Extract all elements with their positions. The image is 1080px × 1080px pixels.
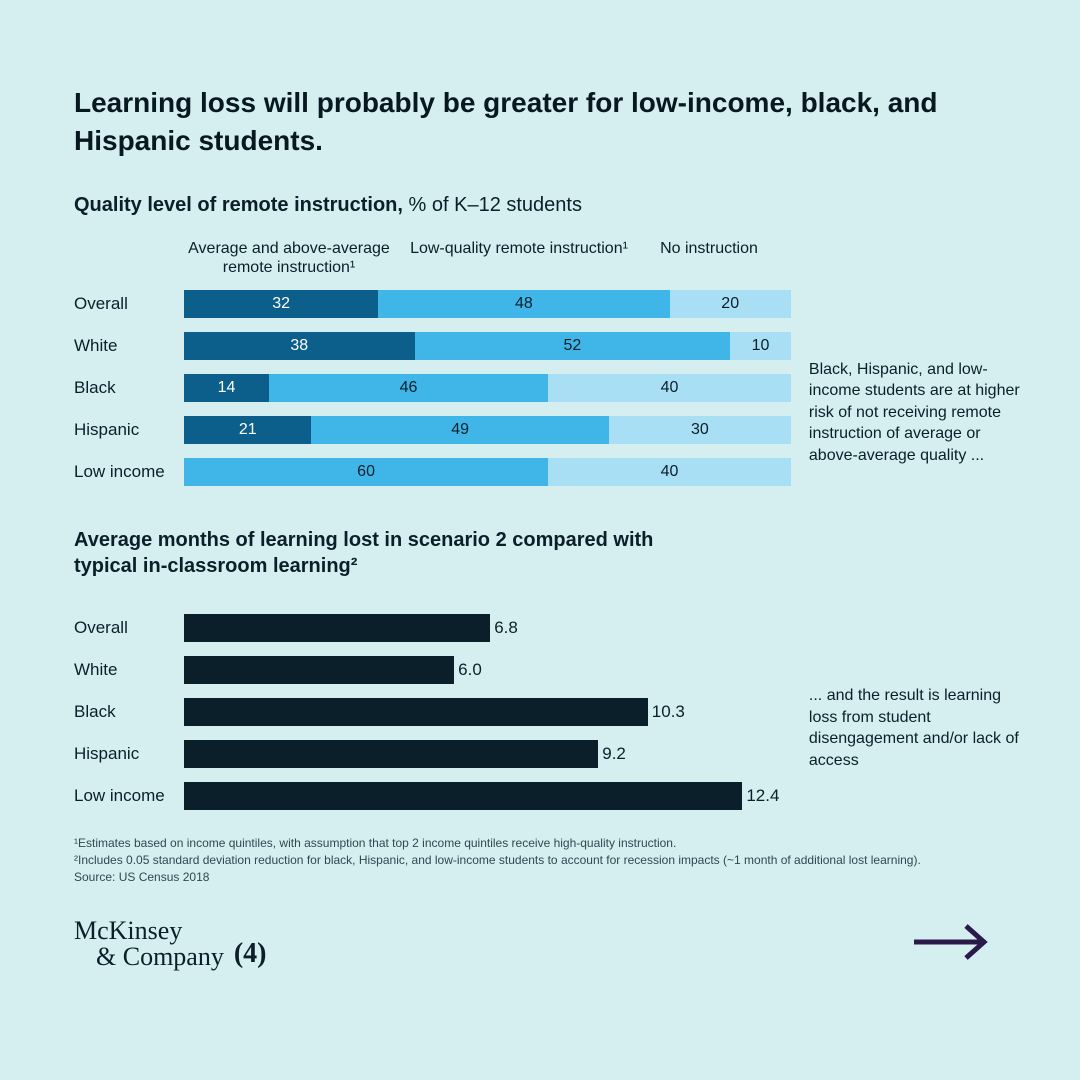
bar-stack: 385210 xyxy=(184,332,791,360)
bar-track: 6.8 xyxy=(184,614,791,642)
stacked-row: Low income6040 xyxy=(74,451,791,493)
bar-segment: 40 xyxy=(548,374,791,402)
brand-line1: McKinsey xyxy=(74,918,224,944)
bar-value: 9.2 xyxy=(602,744,648,764)
chart2-annotation: ... and the result is learning loss from… xyxy=(791,685,1020,771)
bar: 6.0 xyxy=(184,656,454,684)
bar-row: White6.0 xyxy=(74,649,791,691)
bar-segment: 52 xyxy=(415,332,731,360)
legend-item-2: Low-quality remote instruction¹ xyxy=(394,239,644,277)
row-label: Black xyxy=(74,702,184,722)
bar-segment: 49 xyxy=(311,416,608,444)
bar-value: 6.8 xyxy=(494,618,540,638)
brand-line2: & Company xyxy=(74,944,224,970)
bar: 10.3 xyxy=(184,698,648,726)
stacked-row: Hispanic214930 xyxy=(74,409,791,451)
bar-row: Hispanic9.2 xyxy=(74,733,791,775)
chart1-subtitle-rest: % of K–12 students xyxy=(403,194,582,216)
bar-stack: 324820 xyxy=(184,290,791,318)
bar-track: 12.4 xyxy=(184,782,791,810)
legend-item-3: No instruction xyxy=(644,239,774,277)
row-label: Black xyxy=(74,378,184,398)
chart1-wrap: Average and above-average remote instruc… xyxy=(74,239,1020,493)
bar-stack: 6040 xyxy=(184,458,791,486)
bar-segment: 30 xyxy=(609,416,791,444)
bar-segment: 20 xyxy=(670,290,791,318)
brand-text: McKinsey & Company xyxy=(74,918,224,970)
row-label: White xyxy=(74,336,184,356)
bar: 9.2 xyxy=(184,740,598,768)
row-label: Hispanic xyxy=(74,420,184,440)
bar-segment: 32 xyxy=(184,290,378,318)
chart2: Overall6.8White6.0Black10.3Hispanic9.2Lo… xyxy=(74,607,791,817)
stacked-row: White385210 xyxy=(74,325,791,367)
bar-row: Overall6.8 xyxy=(74,607,791,649)
bar-value: 12.4 xyxy=(746,786,792,806)
bar-value: 6.0 xyxy=(458,660,504,680)
brand: McKinsey & Company (4) xyxy=(74,918,267,970)
footer: McKinsey & Company (4) xyxy=(74,913,1020,975)
chart1: Average and above-average remote instruc… xyxy=(74,239,791,493)
bar-segment: 40 xyxy=(548,458,791,486)
legend-item-1: Average and above-average remote instruc… xyxy=(184,239,394,277)
chart1-subtitle: Quality level of remote instruction, % o… xyxy=(74,194,1020,217)
bar-segment: 60 xyxy=(184,458,548,486)
bar: 6.8 xyxy=(184,614,490,642)
next-arrow-icon[interactable] xyxy=(912,913,990,975)
bar-segment: 10 xyxy=(730,332,791,360)
row-label: Overall xyxy=(74,618,184,638)
stacked-row: Black144640 xyxy=(74,367,791,409)
bar-stack: 144640 xyxy=(184,374,791,402)
row-label: Low income xyxy=(74,462,184,482)
chart1-rows: Overall324820White385210Black144640Hispa… xyxy=(74,283,791,493)
row-label: Overall xyxy=(74,294,184,314)
bar-row: Black10.3 xyxy=(74,691,791,733)
footnotes: ¹Estimates based on income quintiles, wi… xyxy=(74,835,1020,885)
footnote-3: Source: US Census 2018 xyxy=(74,869,1020,886)
footnote-1: ¹Estimates based on income quintiles, wi… xyxy=(74,835,1020,852)
row-label: Low income xyxy=(74,786,184,806)
footnote-2: ²Includes 0.05 standard deviation reduct… xyxy=(74,852,1020,869)
bar-segment: 38 xyxy=(184,332,415,360)
infographic-page: Learning loss will probably be greater f… xyxy=(0,0,1080,975)
chart1-subtitle-bold: Quality level of remote instruction, xyxy=(74,194,403,216)
chart2-title: Average months of learning lost in scena… xyxy=(74,527,694,579)
chart2-rows: Overall6.8White6.0Black10.3Hispanic9.2Lo… xyxy=(74,607,791,817)
chart1-legend: Average and above-average remote instruc… xyxy=(74,239,791,277)
bar-row: Low income12.4 xyxy=(74,775,791,817)
bar-segment: 21 xyxy=(184,416,311,444)
bar-stack: 214930 xyxy=(184,416,791,444)
page-title: Learning loss will probably be greater f… xyxy=(74,84,974,160)
bar-value: 10.3 xyxy=(652,702,698,722)
row-label: Hispanic xyxy=(74,744,184,764)
bar: 12.4 xyxy=(184,782,742,810)
stacked-row: Overall324820 xyxy=(74,283,791,325)
chart1-annotation: Black, Hispanic, and low-income students… xyxy=(791,359,1020,467)
chart2-wrap: Overall6.8White6.0Black10.3Hispanic9.2Lo… xyxy=(74,607,1020,817)
bar-track: 10.3 xyxy=(184,698,791,726)
bar-segment: 14 xyxy=(184,374,269,402)
bar-track: 6.0 xyxy=(184,656,791,684)
row-label: White xyxy=(74,660,184,680)
bar-segment: 48 xyxy=(378,290,669,318)
bar-track: 9.2 xyxy=(184,740,791,768)
page-number: (4) xyxy=(234,938,267,970)
bar-segment: 46 xyxy=(269,374,548,402)
